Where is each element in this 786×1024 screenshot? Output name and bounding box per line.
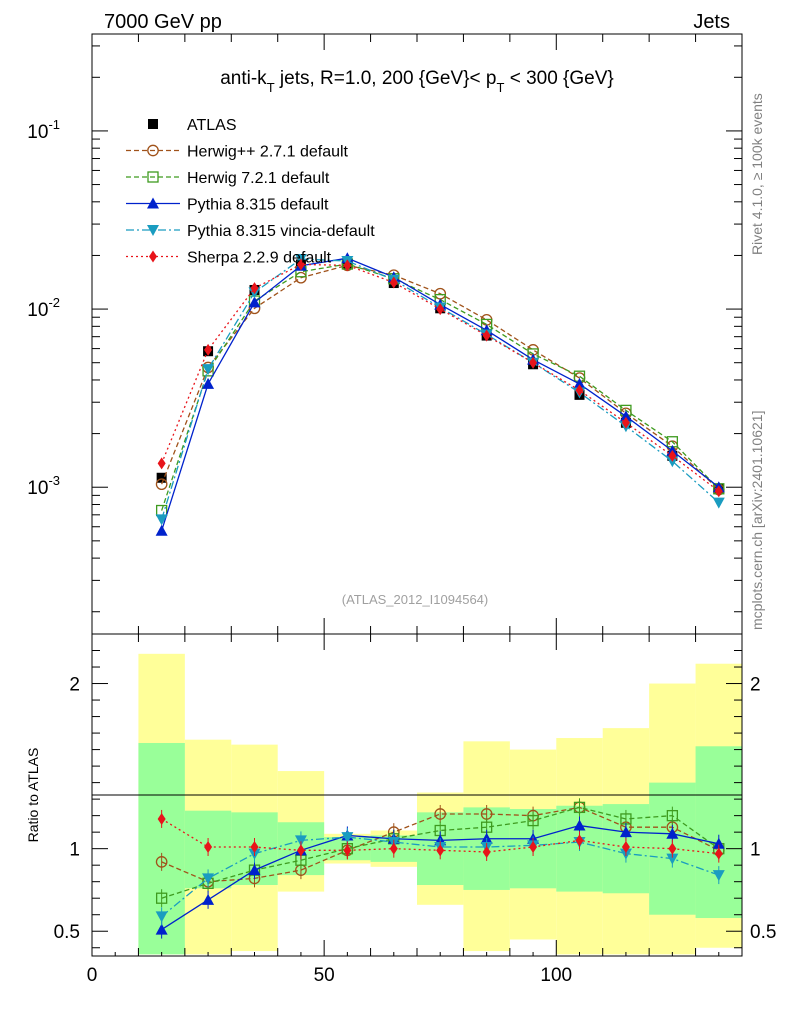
y-tick-label-ratio-right-1: 1 bbox=[750, 840, 761, 861]
legend-marker-herwig-7-2-1-default bbox=[147, 171, 159, 183]
legend-label-sherpa-2-2-9-default: Sherpa 2.2.9 default bbox=[187, 250, 332, 267]
ratio-point-sherpa-2-2-9-default-5 bbox=[389, 842, 398, 855]
ratio-point-pythia-8-315-default-12 bbox=[712, 837, 725, 849]
ratio-point-pythia-8-315-default-11 bbox=[666, 827, 679, 839]
point-pythia-8-315-default-2 bbox=[248, 296, 261, 308]
ratio-point-pythia-8-315-vincia-default-4 bbox=[341, 832, 354, 844]
point-sherpa-2-2-9-default-10 bbox=[621, 416, 630, 429]
ratio-point-pythia-8-315-vincia-default-11 bbox=[666, 853, 679, 865]
header-left: 7000 GeV pp bbox=[104, 11, 222, 33]
x-tick-label-50: 50 bbox=[314, 965, 335, 986]
legend-label-pythia-8-315-default: Pythia 8.315 default bbox=[187, 197, 329, 214]
ratio-point-sherpa-2-2-9-default-6 bbox=[436, 844, 445, 857]
ratio-point-pythia-8-315-default-1 bbox=[202, 893, 215, 905]
ratio-point-sherpa-2-2-9-default-3 bbox=[296, 844, 305, 857]
legend-label-pythia-8-315-vincia-default: Pythia 8.315 vincia-default bbox=[187, 223, 375, 240]
ratio-point-sherpa-2-2-9-default-7 bbox=[482, 845, 491, 858]
legend: ATLAS Herwig++ 2.7.1 default Herwig 7.2.1 … bbox=[126, 117, 375, 267]
point-sherpa-2-2-9-default-11 bbox=[668, 449, 677, 462]
ratio-point-pythia-8-315-vincia-default-12 bbox=[712, 870, 725, 882]
point-sherpa-2-2-9-default-7 bbox=[482, 329, 491, 342]
point-pythia-8-315-default-9 bbox=[573, 377, 586, 389]
point-sherpa-2-2-9-default-12 bbox=[714, 485, 723, 498]
data-series bbox=[155, 252, 725, 939]
point-sherpa-2-2-9-default-6 bbox=[436, 303, 445, 316]
point-atlas-0 bbox=[156, 472, 167, 483]
y-tick-label-ratio-right-0.5: 0.5 bbox=[750, 922, 776, 943]
point-sherpa-2-2-9-default-3 bbox=[296, 258, 305, 271]
y-tick-label-main--3: 10-3 bbox=[27, 473, 60, 499]
point-sherpa-2-2-9-default-5 bbox=[389, 276, 398, 289]
ratio-point-sherpa-2-2-9-default-2 bbox=[250, 841, 259, 854]
legend-label-herwig-2-7-1-default: Herwig++ 2.7.1 default bbox=[187, 144, 349, 161]
point-pythia-8-315-vincia-default-1 bbox=[202, 364, 215, 376]
point-sherpa-2-2-9-default-8 bbox=[529, 356, 538, 369]
ratio-point-sherpa-2-2-9-default-10 bbox=[621, 841, 630, 854]
point-herwig-2-7-1-default-0 bbox=[155, 478, 168, 491]
point-sherpa-2-2-9-default-4 bbox=[343, 259, 352, 272]
y-tick-label-ratio-left-1: 1 bbox=[69, 840, 80, 861]
legend-label-atlas: ATLAS bbox=[187, 117, 237, 134]
ratio-point-sherpa-2-2-9-default-11 bbox=[668, 842, 677, 855]
point-pythia-8-315-default-0 bbox=[155, 524, 168, 536]
ratio-point-pythia-8-315-default-10 bbox=[619, 826, 632, 838]
side-label-rivet: Rivet 4.1.0, ≥ 100k events bbox=[749, 93, 765, 255]
point-pythia-8-315-vincia-default-0 bbox=[155, 514, 168, 526]
ratio-point-herwig-7-2-1-default-9 bbox=[573, 801, 586, 814]
header-right: Jets bbox=[693, 11, 730, 33]
legend-marker-atlas bbox=[148, 119, 158, 129]
chart-title: anti-kT jets, R=1.0, 200 {GeV}< pT < 300… bbox=[220, 68, 614, 95]
ratio-point-herwig-7-2-1-default-8 bbox=[527, 814, 539, 827]
ratio-point-pythia-8-315-default-0 bbox=[155, 923, 168, 935]
ratio-point-pythia-8-315-default-2 bbox=[248, 864, 261, 876]
ratio-point-herwig-7-2-1-default-11 bbox=[666, 809, 679, 822]
side-label-mcplots: mcplots.cern.ch [arXiv:2401.10621] bbox=[749, 411, 765, 630]
ratio-point-pythia-8-315-vincia-default-3 bbox=[294, 835, 307, 847]
ratio-point-sherpa-2-2-9-default-0 bbox=[157, 812, 166, 825]
legend-marker-pythia-8-315-vincia-default bbox=[147, 225, 159, 236]
axis-ticks: 0 50 100 10-3 10-2 10-1 0.5 0.5 1 1 2 2 bbox=[27, 34, 776, 986]
legend-marker-herwig-2-7-1-default bbox=[147, 144, 159, 157]
ratio-point-pythia-8-315-vincia-default-0 bbox=[155, 911, 168, 923]
point-herwig-2-7-1-default-3 bbox=[295, 271, 307, 284]
x-tick-label-100: 100 bbox=[540, 965, 572, 986]
point-sherpa-2-2-9-default-0 bbox=[157, 457, 166, 470]
ratio-point-sherpa-2-2-9-default-4 bbox=[343, 844, 352, 857]
point-pythia-8-315-vincia-default-12 bbox=[712, 497, 725, 509]
x-tick-label-0: 0 bbox=[87, 965, 98, 986]
legend-label-herwig-7-2-1-default: Herwig 7.2.1 default bbox=[187, 170, 330, 187]
ratio-point-sherpa-2-2-9-default-8 bbox=[529, 841, 538, 854]
ratio-point-pythia-8-315-default-9 bbox=[573, 819, 586, 831]
ratio-point-sherpa-2-2-9-default-1 bbox=[204, 841, 213, 854]
ratio-point-herwig-2-7-1-default-6 bbox=[434, 808, 447, 820]
ratio-point-herwig-2-7-1-default-0 bbox=[155, 856, 168, 868]
point-sherpa-2-2-9-default-1 bbox=[204, 343, 213, 356]
legend-marker-pythia-8-315-default bbox=[147, 197, 159, 209]
legend-marker-sherpa-2-2-9-default bbox=[149, 250, 157, 263]
ratio-point-pythia-8-315-vincia-default-1 bbox=[202, 873, 215, 885]
y-tick-label-ratio-right-2: 2 bbox=[750, 675, 761, 696]
watermark: (ATLAS_2012_I1094564) bbox=[342, 592, 488, 607]
y-tick-label-main--2: 10-2 bbox=[27, 295, 60, 321]
point-pythia-8-315-default-10 bbox=[619, 410, 632, 422]
series-line-herwig-2-7-1-default bbox=[161, 264, 720, 491]
ratio-y-axis-label: Ratio to ATLAS bbox=[25, 748, 41, 843]
point-sherpa-2-2-9-default-9 bbox=[575, 384, 584, 397]
ratio-point-sherpa-2-2-9-default-12 bbox=[714, 847, 723, 860]
point-sherpa-2-2-9-default-2 bbox=[250, 282, 259, 295]
ratio-point-sherpa-2-2-9-default-9 bbox=[575, 834, 584, 847]
y-tick-label-main--1: 10-1 bbox=[27, 117, 60, 143]
point-pythia-8-315-default-1 bbox=[202, 377, 215, 389]
ratio-point-herwig-7-2-1-default-0 bbox=[155, 892, 168, 904]
y-tick-label-ratio-left-2: 2 bbox=[69, 675, 80, 696]
series-line-pythia-8-315-vincia-default bbox=[161, 258, 720, 520]
y-tick-label-ratio-left-0.5: 0.5 bbox=[54, 922, 80, 943]
uncertainty-bands bbox=[138, 653, 742, 955]
